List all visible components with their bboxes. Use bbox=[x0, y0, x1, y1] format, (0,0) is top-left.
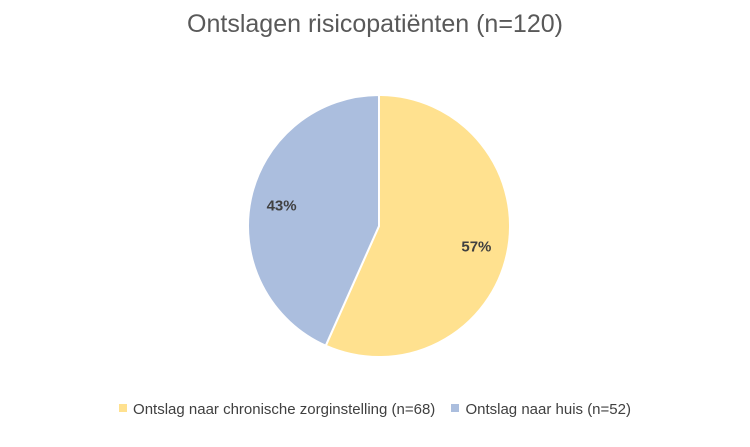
slice-chronic-care bbox=[324, 93, 511, 358]
legend-label-home: Ontslag naar huis (n=52) bbox=[465, 401, 631, 418]
legend-swatch-chronic-care bbox=[119, 404, 128, 412]
slice-home bbox=[247, 93, 380, 347]
data-label-home: 43% bbox=[267, 197, 297, 214]
data-label-chronic-care: 57% bbox=[461, 239, 491, 256]
chart-title: Ontslagen risicopatiënten (n=120) bbox=[187, 10, 563, 38]
legend: Ontslag naar chronische zorginstelling (… bbox=[0, 401, 750, 418]
legend-item-home: Ontslag naar huis (n=52) bbox=[451, 401, 631, 418]
legend-swatch-home bbox=[451, 404, 460, 412]
legend-label-chronic-care: Ontslag naar chronische zorginstelling (… bbox=[133, 401, 436, 418]
legend-item-chronic-care: Ontslag naar chronische zorginstelling (… bbox=[119, 401, 435, 418]
